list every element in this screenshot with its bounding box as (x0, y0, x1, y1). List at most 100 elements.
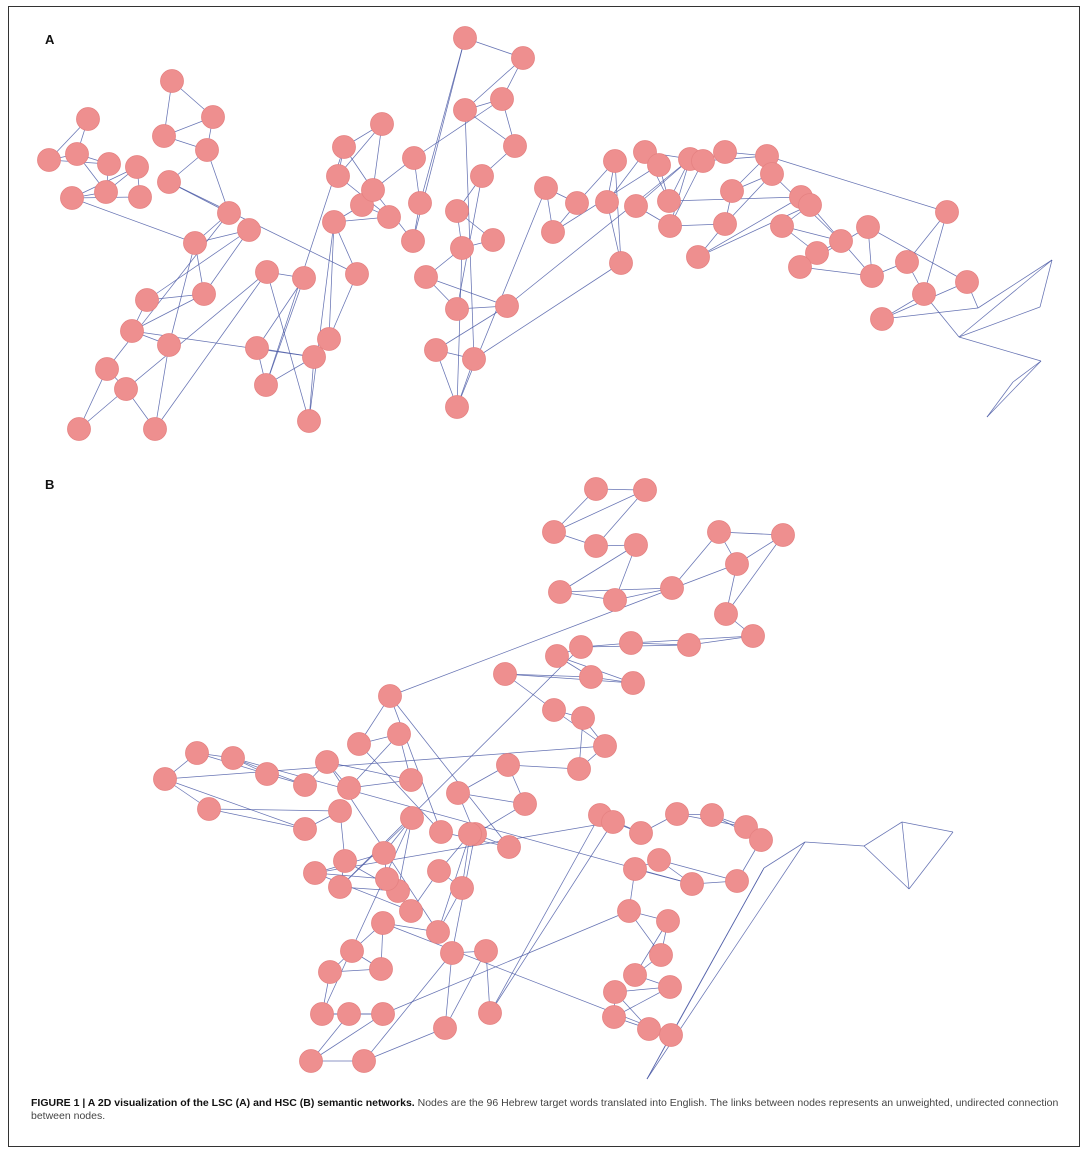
node-circle (603, 149, 627, 173)
node-circle (624, 194, 648, 218)
node-circle (691, 149, 715, 173)
node-circle (503, 134, 527, 158)
panel-a-label: A (45, 32, 55, 47)
network-a-node (686, 245, 710, 269)
network-a-edge (413, 98, 503, 159)
network-a-node (192, 282, 216, 306)
network-b-node (700, 803, 724, 827)
node-circle (201, 105, 225, 129)
node-circle (623, 963, 647, 987)
node-circle (299, 1049, 323, 1073)
node-circle (700, 803, 724, 827)
network-b-node (771, 523, 795, 547)
network-b-node (446, 781, 470, 805)
network-b-node (656, 909, 680, 933)
network-b-node (371, 1002, 395, 1026)
node-circle (157, 170, 181, 194)
network-b-node (299, 1049, 323, 1073)
network-b-node (387, 722, 411, 746)
network-b-edge (504, 673, 592, 678)
node-circle (935, 200, 959, 224)
network-b-edge (901, 821, 954, 833)
network-a-node (67, 417, 91, 441)
network-a-edge (697, 204, 811, 258)
node-circle (534, 176, 558, 200)
network-a-node (114, 377, 138, 401)
network-a-edge (977, 259, 1053, 309)
node-circle (658, 975, 682, 999)
network-a-node (481, 228, 505, 252)
network-a-edge (669, 160, 704, 227)
node-circle (548, 580, 572, 604)
network-b-node (593, 734, 617, 758)
network-a-node (856, 215, 880, 239)
network-a-edge (125, 271, 268, 390)
node-circle (237, 218, 261, 242)
node-circle (387, 722, 411, 746)
network-a-edge (958, 259, 1053, 338)
node-circle (677, 633, 701, 657)
node-circle (493, 662, 517, 686)
node-circle (433, 1016, 457, 1040)
network-a-edge (131, 293, 205, 332)
network-b-edge (863, 845, 910, 890)
node-circle (565, 191, 589, 215)
node-circle (332, 135, 356, 159)
network-b-node (545, 644, 569, 668)
network-b-edge (310, 1013, 384, 1062)
node-circle (481, 228, 505, 252)
node-circle (160, 69, 184, 93)
node-circle (337, 776, 361, 800)
network-a-edge (958, 306, 1041, 338)
panel-b-label: B (45, 477, 55, 492)
caption-title: FIGURE 1 | A 2D visualization of the LSC… (31, 1097, 415, 1109)
node-circle (293, 817, 317, 841)
node-circle (318, 960, 342, 984)
network-b-node (584, 477, 608, 501)
node-circle (571, 706, 595, 730)
node-circle (427, 859, 451, 883)
node-circle (414, 265, 438, 289)
network-a-node (720, 179, 744, 203)
network-a-node (450, 236, 474, 260)
node-circle (770, 214, 794, 238)
node-circle (157, 333, 181, 357)
node-circle (378, 684, 402, 708)
node-circle (656, 909, 680, 933)
node-circle (647, 153, 671, 177)
network-b-node (303, 861, 327, 885)
network-b-node (400, 806, 424, 830)
network-b-node (624, 533, 648, 557)
node-circle (143, 417, 167, 441)
network-b-node (647, 848, 671, 872)
node-circle (67, 417, 91, 441)
network-a-edge (506, 158, 691, 307)
network-a-node (95, 357, 119, 381)
node-circle (303, 861, 327, 885)
network-b-node (399, 768, 423, 792)
network-b-node (749, 828, 773, 852)
network-b-node (429, 820, 453, 844)
network-a-node (829, 229, 853, 253)
network-b-node (665, 802, 689, 826)
node-circle (788, 255, 812, 279)
node-circle (619, 631, 643, 655)
node-circle (495, 294, 519, 318)
node-circle (370, 112, 394, 136)
network-a-node (65, 142, 89, 166)
node-circle (621, 671, 645, 695)
node-circle (593, 734, 617, 758)
network-a-node (503, 134, 527, 158)
network-b-node (369, 957, 393, 981)
network-a-node (201, 105, 225, 129)
network-b-node (185, 741, 209, 765)
network-b-node (450, 876, 474, 900)
network-canvas (37, 26, 1053, 1080)
node-circle (542, 698, 566, 722)
node-circle (617, 899, 641, 923)
node-circle (805, 241, 829, 265)
node-circle (328, 875, 352, 899)
network-b-edge (358, 743, 442, 833)
network-a-node (798, 193, 822, 217)
network-a-node (870, 307, 894, 331)
